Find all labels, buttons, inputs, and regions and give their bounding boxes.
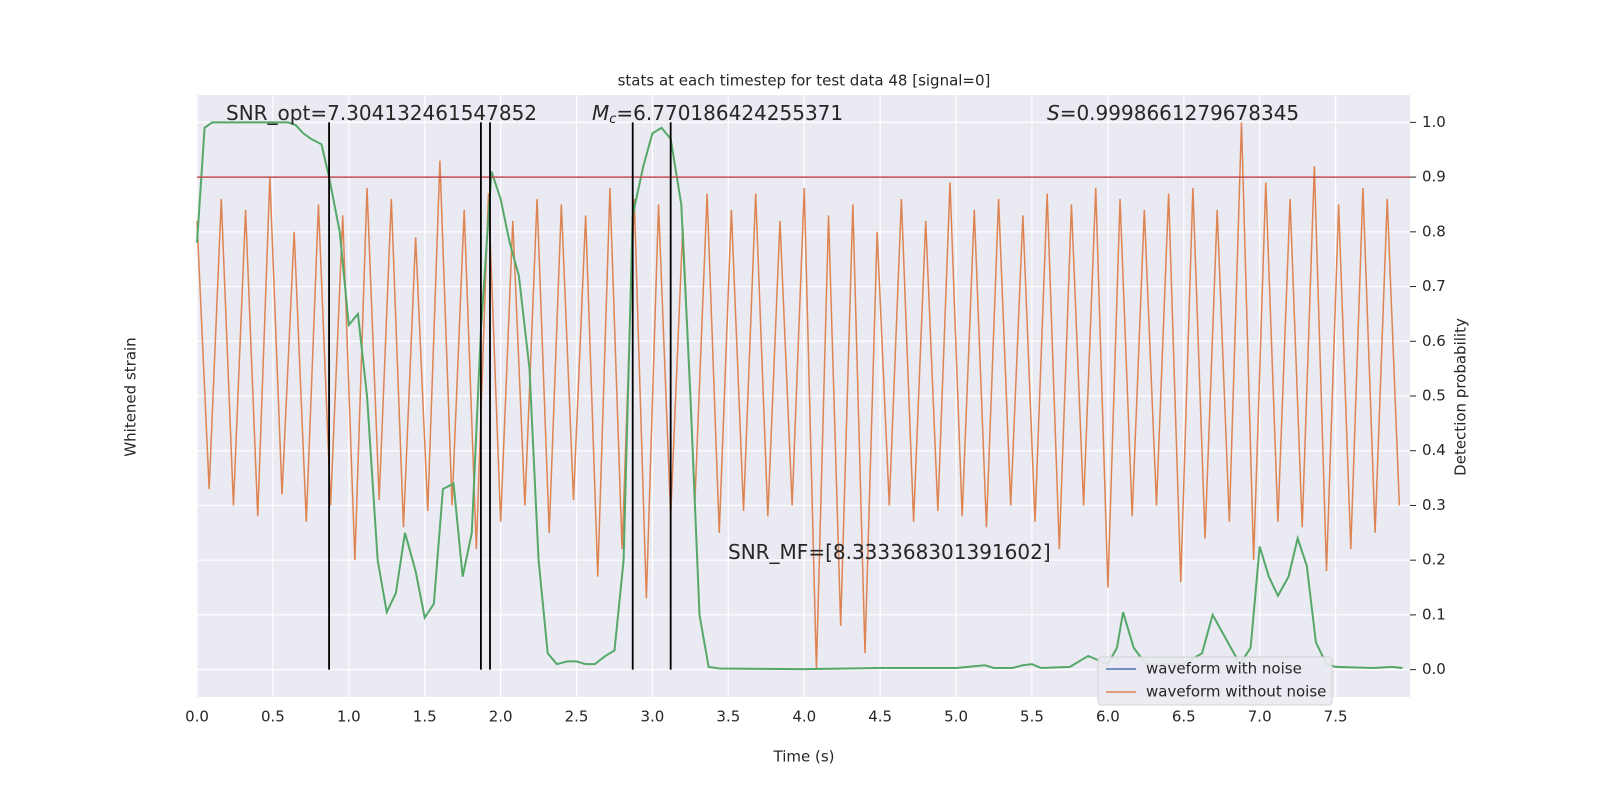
annotation-part: =0.9998661279678345 xyxy=(1060,101,1299,125)
y2-tick-label: 0.3 xyxy=(1422,496,1446,514)
x-tick-label: 1.0 xyxy=(337,708,361,726)
y2-tick-label: 0.2 xyxy=(1422,551,1446,569)
annotation-part: S xyxy=(1047,101,1060,125)
y2-tick-label: 0.9 xyxy=(1422,168,1446,186)
annotation-part: M xyxy=(592,101,609,125)
legend-label: waveform with noise xyxy=(1146,660,1302,678)
annotation: S=0.9998661279678345 xyxy=(1047,101,1299,125)
chart-title: stats at each timestep for test data 48 … xyxy=(618,72,991,90)
x-tick-label: 6.0 xyxy=(1096,708,1120,726)
x-tick-label: 7.0 xyxy=(1248,708,1272,726)
y2-tick-label: 0.8 xyxy=(1422,222,1446,240)
x-tick-label: 4.5 xyxy=(868,708,892,726)
y2-tick-label: 1.0 xyxy=(1422,113,1446,131)
x-tick-label: 5.0 xyxy=(944,708,968,726)
y2-tick-label: 0.4 xyxy=(1422,441,1446,459)
annotation: SNR_MF=[8.333368301391602] xyxy=(728,540,1051,564)
x-tick-label: 2.5 xyxy=(565,708,589,726)
legend-label: waveform without noise xyxy=(1146,683,1326,701)
series-line xyxy=(196,122,1401,670)
y2-tick-label: 0.7 xyxy=(1422,277,1446,295)
x-tick-label: 1.5 xyxy=(413,708,437,726)
annotation: Mc=6.770186424255371 xyxy=(592,101,843,127)
x-tick-label: 0.0 xyxy=(185,708,209,726)
x-tick-label: 3.0 xyxy=(641,708,665,726)
annotation-part: SNR_MF=[8.333368301391602] xyxy=(728,540,1051,564)
annotation-part: SNR_opt=7.304132461547852 xyxy=(226,101,537,125)
annotation-part: =6.770186424255371 xyxy=(616,101,843,125)
x-tick-label: 3.5 xyxy=(716,708,740,726)
x-tick-label: 2.0 xyxy=(489,708,513,726)
annotation-part: c xyxy=(609,112,616,127)
y2-axis-label: Detection probability xyxy=(1452,318,1470,476)
x-tick-label: 6.5 xyxy=(1172,708,1196,726)
x-tick-label: 0.5 xyxy=(261,708,285,726)
y2-tick-label: 0.5 xyxy=(1422,387,1446,405)
annotation: SNR_opt=7.304132461547852 xyxy=(226,101,537,125)
x-tick-label: 5.5 xyxy=(1020,708,1044,726)
x-axis-label: Time (s) xyxy=(773,748,835,766)
series-line xyxy=(196,121,1403,671)
y2-tick-label: 0.6 xyxy=(1422,332,1446,350)
y-axis-label: Whitened strain xyxy=(122,337,140,456)
y2-tick-label: 0.1 xyxy=(1422,605,1446,623)
x-tick-label: 4.0 xyxy=(792,708,816,726)
legend-box xyxy=(1097,656,1333,706)
y2-tick-label: 0.0 xyxy=(1422,660,1446,678)
x-tick-label: 7.5 xyxy=(1324,708,1348,726)
